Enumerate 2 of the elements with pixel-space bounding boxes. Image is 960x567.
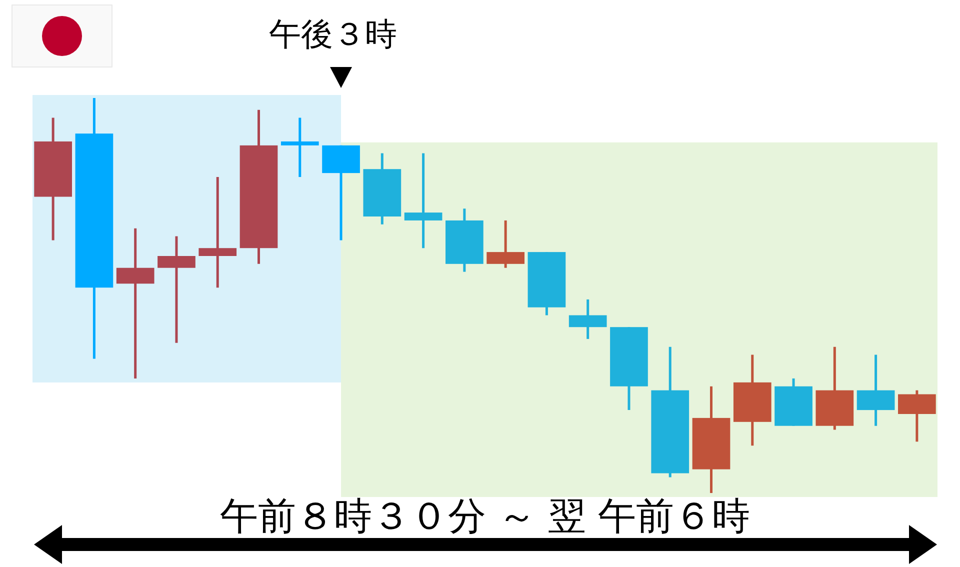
text: 午後３時 (269, 15, 398, 53)
x-axis-title: 午前８時３０分 ～ 翌 午前６時 (220, 494, 750, 538)
